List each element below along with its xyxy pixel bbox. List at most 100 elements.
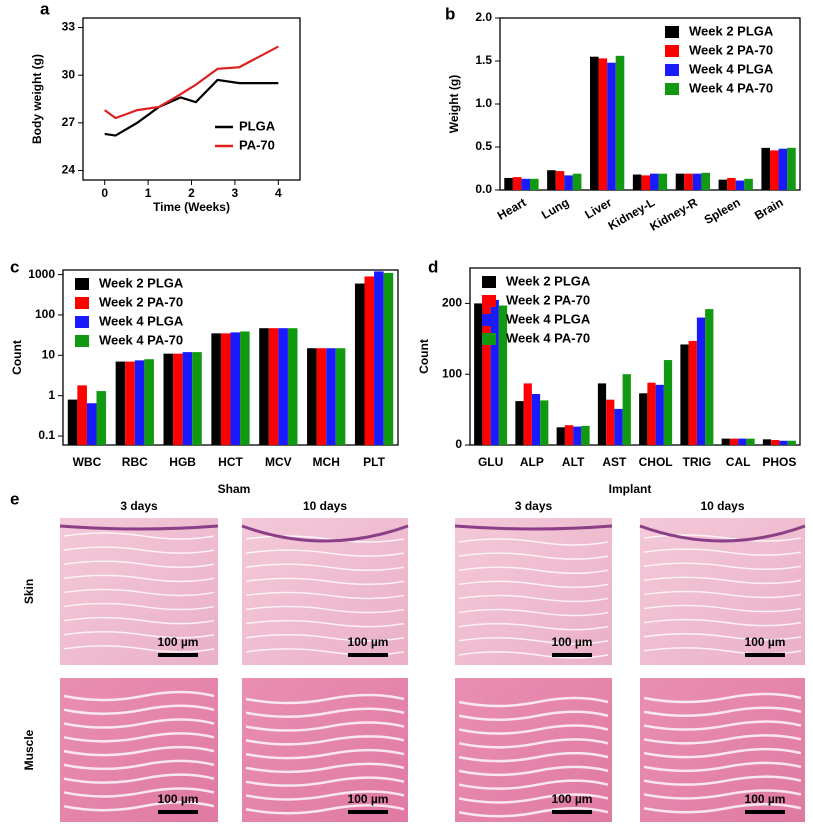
x-tick-label: 0 bbox=[101, 186, 108, 200]
bar bbox=[598, 58, 608, 190]
bar bbox=[374, 271, 384, 445]
micrograph: 100 µm bbox=[242, 678, 408, 822]
bar bbox=[701, 172, 710, 190]
x-tick-label: 2 bbox=[188, 186, 195, 200]
tissue-fiber bbox=[245, 549, 405, 557]
bar bbox=[364, 276, 375, 445]
tissue-fiber bbox=[245, 804, 405, 815]
panel-label: c bbox=[10, 257, 19, 276]
tissue-fiber bbox=[643, 618, 802, 627]
legend-label: Week 2 PLGA bbox=[506, 273, 591, 288]
bar bbox=[688, 340, 697, 445]
legend-swatch bbox=[665, 45, 679, 57]
y-axis-label: Count bbox=[10, 340, 24, 375]
tissue-fiber bbox=[643, 692, 802, 704]
epidermis bbox=[59, 524, 219, 531]
x-tick-label: 4 bbox=[275, 186, 282, 200]
bar bbox=[383, 272, 394, 445]
bar bbox=[307, 348, 317, 445]
tissue-fiber bbox=[458, 651, 609, 659]
y-tick-label: 33 bbox=[62, 20, 76, 34]
bar bbox=[335, 348, 346, 445]
bar bbox=[622, 374, 631, 445]
bar bbox=[173, 353, 183, 445]
tissue-fiber bbox=[458, 724, 609, 735]
bar bbox=[115, 361, 126, 445]
micrograph: 100 µm bbox=[241, 518, 409, 665]
bar bbox=[770, 150, 779, 190]
legend-label: Week 2 PLGA bbox=[99, 275, 184, 290]
bar bbox=[482, 304, 491, 445]
legend-swatch bbox=[75, 297, 89, 309]
group-title: Sham bbox=[218, 482, 251, 496]
bar bbox=[680, 344, 689, 445]
bar bbox=[521, 178, 530, 190]
tissue-fiber bbox=[643, 720, 802, 731]
tissue-fiber bbox=[245, 748, 405, 760]
tissue-fiber bbox=[245, 721, 405, 732]
tissue-fiber bbox=[63, 602, 215, 611]
bar bbox=[220, 333, 231, 445]
tissue-fiber bbox=[643, 576, 802, 585]
tissue-fiber bbox=[643, 706, 802, 718]
tissue-fiber bbox=[63, 588, 215, 597]
tissue bbox=[60, 678, 218, 822]
tissue-fiber bbox=[458, 779, 609, 790]
tissue-fiber bbox=[63, 631, 215, 639]
legend-swatch bbox=[75, 335, 89, 347]
tissue-fiber bbox=[63, 574, 215, 583]
tissue-fiber bbox=[458, 608, 609, 617]
x-tick-label: CAL bbox=[726, 455, 751, 469]
tissue-fiber bbox=[245, 735, 405, 746]
y-tick-label: 1000 bbox=[28, 267, 55, 281]
x-tick-label: Heart bbox=[495, 195, 529, 222]
legend-label: Week 2 PA-70 bbox=[99, 294, 183, 309]
tissue-fiber bbox=[63, 773, 215, 784]
tissue-fiber bbox=[643, 562, 802, 570]
legend-label: Week 4 PA-70 bbox=[99, 332, 183, 347]
bar bbox=[163, 353, 174, 445]
bar bbox=[144, 359, 154, 445]
y-tick-label: 1.5 bbox=[475, 53, 492, 67]
tissue-fiber bbox=[643, 803, 802, 814]
bar bbox=[77, 385, 87, 445]
tissue-fiber bbox=[643, 633, 802, 641]
x-tick-label: Kidney-R bbox=[647, 195, 700, 234]
bar bbox=[474, 303, 483, 445]
tissue-fiber bbox=[245, 591, 405, 600]
bar bbox=[614, 408, 623, 445]
bar bbox=[787, 440, 796, 445]
bar bbox=[663, 360, 673, 445]
bar bbox=[555, 171, 565, 190]
line bbox=[104, 45, 279, 120]
bar bbox=[259, 328, 269, 445]
bar bbox=[761, 147, 770, 190]
legend-swatch bbox=[482, 314, 496, 326]
scale-bar-label: 100 µm bbox=[348, 792, 389, 806]
bar bbox=[615, 55, 625, 191]
row-label: Muscle bbox=[22, 729, 36, 770]
micrograph: 100 µm bbox=[454, 518, 613, 665]
y-tick-label: 0.0 bbox=[475, 182, 492, 196]
tissue-fiber bbox=[458, 594, 609, 603]
bar bbox=[515, 401, 524, 445]
x-tick-label: ALT bbox=[562, 455, 585, 469]
tissue-fiber bbox=[245, 577, 405, 586]
bar bbox=[692, 173, 702, 190]
bar bbox=[556, 427, 565, 445]
bar bbox=[564, 175, 573, 190]
group-title: Implant bbox=[609, 482, 652, 496]
scale-bar-label: 100 µm bbox=[745, 792, 786, 806]
micrograph: 100 µm bbox=[60, 678, 218, 822]
tissue-fiber bbox=[63, 787, 215, 798]
bar bbox=[606, 399, 615, 445]
legend-label: Week 4 PA-70 bbox=[506, 330, 590, 345]
x-tick-label: HGB bbox=[169, 455, 196, 469]
bar bbox=[490, 299, 499, 445]
y-tick-label: 10 bbox=[42, 347, 56, 361]
bar bbox=[771, 440, 780, 445]
tissue-fiber bbox=[63, 745, 215, 757]
y-tick-label: 0 bbox=[455, 437, 462, 451]
x-tick-label: CHOL bbox=[639, 455, 673, 469]
